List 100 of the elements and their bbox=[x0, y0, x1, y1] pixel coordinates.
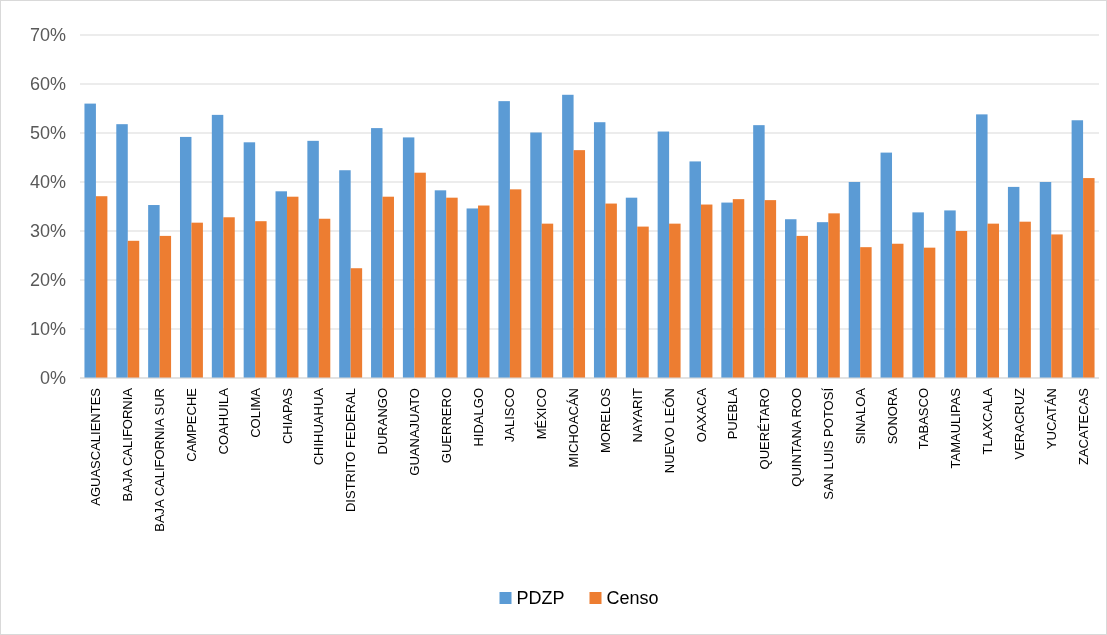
x-tick-label: JALISCO bbox=[502, 388, 518, 443]
bar bbox=[1083, 178, 1095, 378]
bar bbox=[116, 124, 128, 378]
bar bbox=[987, 223, 1000, 378]
bar bbox=[382, 196, 394, 378]
x-tick-label: VERACRUZ bbox=[1011, 387, 1027, 460]
bar bbox=[414, 172, 426, 378]
x-tick-label: DURANGO bbox=[375, 388, 391, 455]
x-tick-label: ZACATECAS bbox=[1075, 387, 1091, 466]
bar bbox=[1007, 186, 1020, 378]
bar bbox=[860, 247, 872, 378]
bar bbox=[446, 197, 458, 378]
x-tick-label: TABASCO bbox=[916, 388, 932, 450]
bar bbox=[828, 213, 840, 378]
bar bbox=[700, 204, 713, 378]
legend-label: Censo bbox=[606, 588, 659, 609]
bar bbox=[1019, 221, 1031, 378]
bar bbox=[1071, 120, 1084, 378]
x-tick-label: SONORA bbox=[884, 387, 900, 445]
bar bbox=[127, 240, 140, 378]
bar bbox=[785, 219, 797, 378]
bar bbox=[498, 101, 510, 378]
x-tick-label: CHIHUAHUA bbox=[311, 387, 327, 466]
bar bbox=[148, 205, 160, 378]
x-tick-label: GUANAJUATO bbox=[406, 388, 422, 476]
bar bbox=[764, 200, 777, 378]
bar bbox=[286, 196, 299, 378]
bar bbox=[816, 222, 829, 378]
bar bbox=[509, 189, 522, 378]
bar bbox=[689, 161, 701, 378]
bar bbox=[84, 103, 96, 378]
y-tick-label: 0% bbox=[39, 368, 66, 389]
x-tick-label: SINALOA bbox=[852, 387, 868, 445]
x-tick-label: MORELOS bbox=[597, 387, 613, 454]
x-tick-label: PUEBLA bbox=[725, 387, 741, 440]
bar bbox=[530, 132, 542, 378]
bar bbox=[434, 190, 447, 378]
bar bbox=[955, 231, 968, 378]
bar bbox=[669, 223, 681, 378]
bar bbox=[880, 152, 893, 378]
bar bbox=[371, 128, 383, 378]
bar bbox=[848, 182, 861, 378]
y-tick-label: 20% bbox=[29, 270, 66, 291]
bar bbox=[562, 94, 574, 378]
bar bbox=[243, 142, 256, 378]
x-tick-label: MICHOACÁN bbox=[566, 388, 582, 468]
bar bbox=[923, 247, 936, 378]
bar bbox=[255, 221, 267, 378]
x-tick-label: GUERRERO bbox=[438, 388, 454, 464]
bar bbox=[223, 217, 235, 378]
bar bbox=[573, 150, 586, 378]
bar bbox=[657, 131, 670, 378]
x-tick-label: HIDALGO bbox=[470, 388, 486, 447]
x-tick-label: QUINTANA ROO bbox=[789, 388, 805, 487]
x-tick-label: COLIMA bbox=[247, 387, 263, 438]
x-tick-label: NUEVO LEÓN bbox=[661, 388, 677, 474]
y-tick-label: 50% bbox=[29, 123, 66, 144]
bar bbox=[1039, 182, 1052, 378]
x-tick-label: CAMPECHE bbox=[184, 387, 199, 462]
x-tick-label: QUERÉTARO bbox=[757, 388, 773, 470]
x-tick-label: OAXACA bbox=[693, 387, 709, 443]
x-tick-label: COAHUILA bbox=[215, 387, 231, 455]
bar bbox=[179, 136, 192, 378]
bar bbox=[307, 140, 319, 378]
bar bbox=[478, 205, 490, 378]
bar bbox=[339, 170, 351, 378]
y-tick-label: 30% bbox=[29, 221, 66, 242]
y-tick-label: 70% bbox=[29, 25, 66, 46]
bar bbox=[796, 235, 808, 378]
bar bbox=[753, 125, 765, 378]
bar bbox=[95, 196, 108, 378]
x-tick-label: BAJA CALIFORNIA bbox=[120, 387, 136, 502]
bar bbox=[191, 222, 203, 378]
bar bbox=[350, 268, 363, 378]
bar bbox=[402, 137, 415, 378]
x-tick-label: DISTRITO FEDERAL bbox=[343, 388, 359, 513]
x-tick-label: AGUASCALIENTES bbox=[88, 387, 104, 506]
x-tick-label: TAMAULIPAS bbox=[948, 387, 964, 469]
bar bbox=[159, 235, 172, 378]
bar bbox=[976, 114, 988, 378]
bar bbox=[318, 218, 331, 378]
legend-label: PDZP bbox=[516, 588, 565, 609]
bar bbox=[275, 191, 287, 378]
x-tick-label: BAJA CALIFORNIA SUR bbox=[152, 388, 168, 532]
x-tick-label: NAYARIT bbox=[629, 387, 645, 443]
bar bbox=[593, 122, 606, 378]
bar bbox=[637, 226, 649, 378]
bar bbox=[605, 203, 617, 378]
bar bbox=[625, 197, 638, 378]
bar bbox=[892, 243, 904, 378]
bar bbox=[466, 208, 479, 378]
bar bbox=[732, 199, 745, 378]
y-tick-label: 10% bbox=[29, 319, 66, 340]
bar bbox=[211, 114, 224, 378]
bar bbox=[721, 202, 733, 378]
x-tick-label: TLAXCALA bbox=[980, 387, 996, 455]
bar bbox=[541, 223, 554, 378]
x-tick-label: YUCATÁN bbox=[1043, 388, 1059, 450]
y-tick-label: 60% bbox=[29, 74, 66, 95]
bar bbox=[1051, 234, 1063, 378]
